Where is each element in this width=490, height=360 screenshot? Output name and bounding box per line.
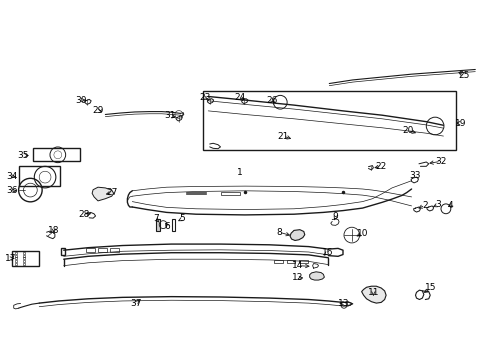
Text: 5: 5 — [179, 214, 185, 223]
Text: 16: 16 — [321, 248, 333, 257]
Text: 34: 34 — [6, 172, 18, 181]
Text: 3: 3 — [436, 200, 441, 209]
Bar — [274, 260, 283, 263]
Text: 18: 18 — [48, 226, 60, 235]
Text: 32: 32 — [435, 157, 447, 166]
Text: 6: 6 — [165, 222, 171, 231]
Text: 26: 26 — [266, 96, 278, 105]
Text: 14: 14 — [292, 261, 304, 270]
Text: 4: 4 — [448, 201, 454, 210]
Polygon shape — [310, 272, 324, 280]
Text: 17: 17 — [5, 254, 17, 263]
Bar — [287, 260, 295, 263]
Text: 15: 15 — [425, 284, 437, 292]
Text: 33: 33 — [410, 171, 421, 180]
Bar — [299, 260, 308, 263]
Bar — [110, 248, 119, 252]
Bar — [19, 166, 60, 186]
Text: 8: 8 — [276, 228, 282, 237]
Polygon shape — [362, 286, 386, 303]
Text: 24: 24 — [235, 94, 245, 102]
Text: 36: 36 — [6, 186, 18, 195]
Text: 27: 27 — [106, 188, 118, 197]
Polygon shape — [92, 187, 114, 201]
Text: 1: 1 — [237, 167, 243, 176]
Text: 9: 9 — [333, 212, 339, 221]
Text: 28: 28 — [78, 210, 90, 219]
Text: 29: 29 — [92, 107, 104, 115]
Text: 30: 30 — [75, 96, 87, 105]
Bar — [33, 148, 80, 161]
Bar — [61, 248, 65, 256]
Text: 25: 25 — [459, 71, 470, 80]
Bar — [98, 248, 107, 252]
Text: 22: 22 — [376, 162, 387, 171]
Text: 21: 21 — [277, 132, 289, 140]
Text: 23: 23 — [199, 94, 211, 102]
Bar — [203, 91, 456, 150]
Text: 37: 37 — [130, 299, 142, 307]
Text: 12: 12 — [292, 274, 304, 282]
Bar — [156, 219, 160, 231]
Text: 35: 35 — [18, 151, 29, 160]
Text: 7: 7 — [153, 214, 159, 223]
Polygon shape — [290, 230, 305, 240]
Text: 10: 10 — [357, 229, 368, 238]
Text: 20: 20 — [402, 126, 414, 135]
Text: 11: 11 — [368, 288, 379, 297]
Text: 19: 19 — [455, 119, 466, 128]
Bar — [12, 251, 39, 266]
Bar — [220, 192, 240, 195]
Bar — [172, 219, 175, 231]
Text: 31: 31 — [165, 112, 176, 120]
Text: 13: 13 — [338, 299, 350, 307]
Text: 2: 2 — [422, 201, 428, 210]
Bar — [86, 248, 95, 252]
